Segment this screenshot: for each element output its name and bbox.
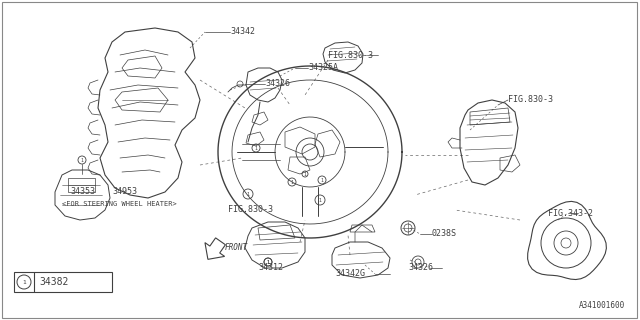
Bar <box>14 272 112 292</box>
Text: 1: 1 <box>319 197 321 203</box>
Text: 1: 1 <box>267 260 269 265</box>
Text: 34342G: 34342G <box>335 269 365 278</box>
Text: 1: 1 <box>303 172 307 177</box>
Text: 1: 1 <box>255 146 257 150</box>
Text: 34382: 34382 <box>39 277 68 287</box>
Text: 1: 1 <box>22 279 26 284</box>
Text: 34342: 34342 <box>230 28 255 36</box>
Text: FIG.830-3: FIG.830-3 <box>328 51 373 60</box>
Text: 34326: 34326 <box>408 263 433 273</box>
Text: 34326: 34326 <box>265 79 290 89</box>
Polygon shape <box>205 238 225 259</box>
Text: 1: 1 <box>321 178 323 182</box>
Text: 34353: 34353 <box>70 188 95 196</box>
Text: 1: 1 <box>81 157 83 163</box>
Text: FIG.830-3: FIG.830-3 <box>228 205 273 214</box>
Text: <FOR STEERING WHEEL HEATER>: <FOR STEERING WHEEL HEATER> <box>62 201 177 207</box>
Text: 34325A: 34325A <box>308 63 338 73</box>
Text: 34953: 34953 <box>112 188 137 196</box>
Text: 1: 1 <box>267 260 269 265</box>
Text: FIG.830-3: FIG.830-3 <box>508 95 553 105</box>
Text: 34312: 34312 <box>258 263 283 273</box>
Text: 1: 1 <box>291 180 293 185</box>
Text: 0238S: 0238S <box>432 229 457 238</box>
Text: 1: 1 <box>246 191 250 196</box>
Text: FRONT: FRONT <box>225 244 248 252</box>
Text: FIG.343-2: FIG.343-2 <box>548 209 593 218</box>
Text: A341001600: A341001600 <box>579 301 625 310</box>
